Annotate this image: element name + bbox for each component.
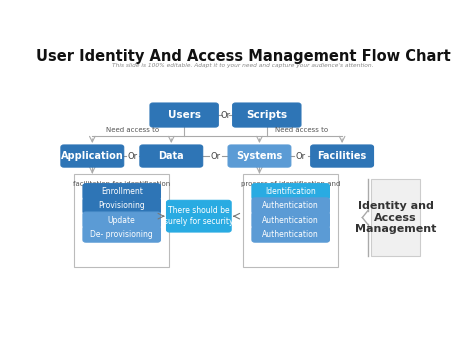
- Text: Need access to: Need access to: [275, 126, 328, 132]
- Text: Identification: Identification: [265, 187, 316, 196]
- Text: Data: Data: [158, 151, 184, 161]
- FancyBboxPatch shape: [83, 184, 161, 200]
- Text: Application: Application: [61, 151, 124, 161]
- Text: Or: Or: [220, 110, 231, 120]
- FancyBboxPatch shape: [233, 103, 301, 127]
- FancyBboxPatch shape: [310, 145, 374, 167]
- Text: Or: Or: [210, 152, 220, 160]
- Text: process of identification and
access is managed by: process of identification and access is …: [241, 181, 340, 193]
- FancyBboxPatch shape: [252, 226, 329, 242]
- Text: Authentication: Authentication: [262, 230, 319, 239]
- FancyBboxPatch shape: [83, 212, 161, 228]
- FancyBboxPatch shape: [83, 198, 161, 214]
- Text: This slide is 100% editable. Adapt it to your need and capture your audience's a: This slide is 100% editable. Adapt it to…: [112, 63, 374, 68]
- FancyBboxPatch shape: [166, 200, 231, 232]
- FancyBboxPatch shape: [228, 145, 291, 167]
- Text: De- provisioning: De- provisioning: [91, 230, 153, 239]
- Text: Or: Or: [296, 152, 306, 160]
- FancyBboxPatch shape: [83, 226, 161, 242]
- Text: facilitation for identification
and access is done by: facilitation for identification and acce…: [73, 181, 170, 193]
- Text: Authentication: Authentication: [262, 201, 319, 210]
- Text: Identity and
Access
Management: Identity and Access Management: [355, 201, 436, 234]
- Text: Users: Users: [168, 110, 201, 120]
- Text: Scripts: Scripts: [246, 110, 287, 120]
- Text: Authentication: Authentication: [262, 215, 319, 224]
- Text: Facilities: Facilities: [318, 151, 367, 161]
- Text: Enrollment: Enrollment: [101, 187, 143, 196]
- FancyBboxPatch shape: [61, 145, 124, 167]
- Text: Update: Update: [108, 215, 136, 224]
- FancyBboxPatch shape: [74, 174, 169, 267]
- FancyBboxPatch shape: [243, 174, 338, 267]
- FancyBboxPatch shape: [150, 103, 219, 127]
- Text: Or: Or: [128, 152, 138, 160]
- FancyBboxPatch shape: [252, 184, 329, 200]
- Text: Systems: Systems: [237, 151, 283, 161]
- FancyBboxPatch shape: [252, 212, 329, 228]
- FancyBboxPatch shape: [140, 145, 203, 167]
- Text: User Identity And Access Management Flow Chart: User Identity And Access Management Flow…: [36, 49, 450, 65]
- FancyBboxPatch shape: [252, 198, 329, 214]
- Text: There should be
surely for security: There should be surely for security: [164, 207, 234, 226]
- Text: Provisioning: Provisioning: [98, 201, 145, 210]
- Text: Need access to: Need access to: [106, 126, 159, 132]
- FancyBboxPatch shape: [371, 179, 420, 256]
